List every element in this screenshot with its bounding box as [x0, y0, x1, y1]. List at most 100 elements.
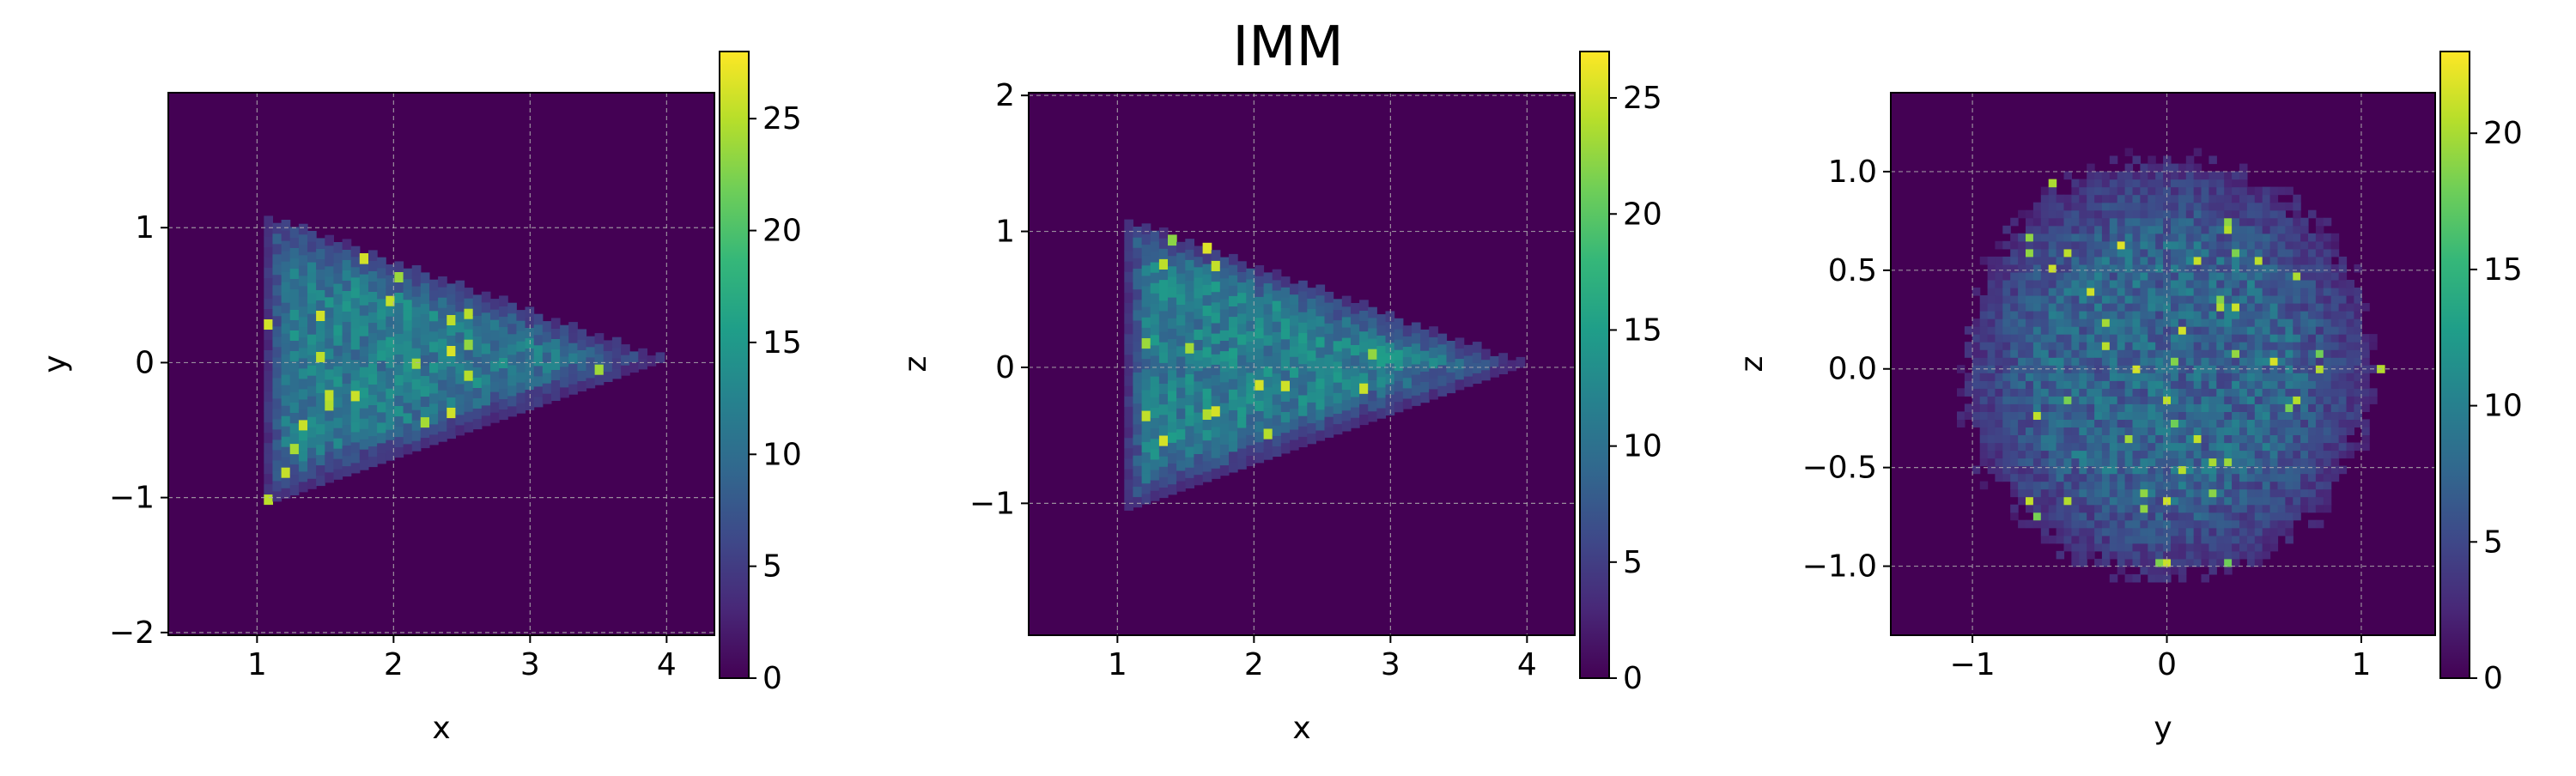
heatmap-bin [1150, 272, 1160, 283]
heatmap-bin [2285, 473, 2293, 482]
heatmap-bin [368, 343, 378, 354]
x-tick-label: −1 [1950, 647, 1996, 682]
heatmap-bin [2246, 240, 2256, 250]
heatmap-bin [2079, 288, 2087, 296]
heatmap-bin [298, 326, 308, 338]
heatmap-bin [1124, 261, 1133, 272]
heatmap-bin [2140, 225, 2148, 234]
heatmap-bin [2032, 411, 2042, 420]
heatmap-bin [1351, 417, 1360, 428]
heatmap-bin [2269, 217, 2279, 227]
heatmap-bin [1150, 490, 1160, 501]
heatmap-bin [2040, 488, 2050, 498]
heatmap-bin [2193, 357, 2202, 366]
heatmap-bin [2224, 396, 2233, 404]
heatmap-bin [2185, 248, 2195, 258]
heatmap-bin [2323, 458, 2332, 467]
heatmap-bin [2063, 488, 2072, 498]
heatmap-bin [2063, 527, 2072, 537]
heatmap-bin [342, 383, 352, 394]
heatmap-bin [1979, 256, 1989, 265]
heatmap-bin [2048, 225, 2057, 234]
heatmap-bin [1307, 288, 1316, 299]
heatmap-bin [2185, 512, 2195, 521]
heatmap-bin [2171, 357, 2179, 366]
heatmap-bin [1124, 239, 1133, 252]
heatmap-bin [2148, 225, 2156, 234]
heatmap-bin [2262, 450, 2271, 459]
heatmap-bin [2101, 357, 2111, 366]
heatmap-bin [2323, 288, 2332, 296]
heatmap-bin [2124, 411, 2134, 420]
heatmap-bin [1168, 452, 1177, 464]
heatmap-bin [2079, 427, 2087, 435]
heatmap-bin [1394, 360, 1404, 371]
heatmap-bin [411, 368, 422, 379]
heatmap-bin [2063, 411, 2072, 420]
heatmap-bin [2178, 311, 2187, 319]
heatmap-bin [2293, 240, 2301, 250]
heatmap-bin [1150, 469, 1160, 481]
heatmap-bin [316, 238, 325, 249]
heatmap-bin [2018, 473, 2026, 482]
heatmap-bin [1307, 371, 1316, 382]
heatmap-bin [2193, 349, 2202, 358]
heatmap-bin [307, 334, 317, 345]
heatmap-bin [2048, 209, 2057, 219]
heatmap-bin [2208, 566, 2217, 575]
heatmap-bin [2338, 256, 2348, 265]
heatmap-bin [490, 412, 500, 423]
heatmap-bin [333, 458, 343, 470]
heatmap-bin [2224, 179, 2233, 188]
heatmap-bin [2193, 550, 2202, 560]
heatmap-bin [2148, 458, 2156, 467]
heatmap-bin [325, 368, 334, 380]
heatmap-bin [2171, 535, 2179, 544]
heatmap-bin [1315, 378, 1326, 390]
heatmap-bin [1272, 321, 1282, 332]
heatmap-bin [1263, 417, 1273, 429]
heatmap-bin [2201, 311, 2209, 319]
heatmap-bin [533, 385, 544, 397]
heatmap-bin [1176, 481, 1186, 492]
heatmap-bin [1964, 388, 1973, 397]
heatmap-bin [2094, 326, 2103, 335]
heatmap-bin [264, 339, 273, 350]
heatmap-bin [1341, 306, 1352, 318]
heatmap-bin [2254, 342, 2263, 350]
heatmap-bin [272, 408, 283, 420]
heatmap-bin [1971, 396, 1981, 404]
heatmap-bin [281, 436, 291, 447]
heatmap-bin [2117, 271, 2126, 281]
heatmap-bin [1481, 349, 1491, 361]
heatmap-bin [2285, 365, 2293, 373]
heatmap-bin [359, 294, 369, 306]
heatmap-bin [1202, 336, 1212, 348]
heatmap-bin [281, 467, 291, 478]
heatmap-bin [1185, 384, 1194, 396]
heatmap-bin [2048, 450, 2057, 459]
heatmap-bin [2224, 365, 2233, 373]
heatmap-bin [2040, 442, 2050, 452]
heatmap-bin [359, 284, 369, 295]
heatmap-bin [2032, 342, 2042, 350]
heatmap-bin [2185, 163, 2195, 173]
heatmap-bin [2094, 427, 2103, 435]
heatmap-bin [2239, 380, 2248, 389]
heatmap-bin [264, 226, 273, 237]
heatmap-bin [2109, 288, 2118, 296]
heatmap-bin [2185, 496, 2195, 506]
heatmap-bin [2262, 403, 2271, 412]
heatmap-bin [1168, 307, 1177, 318]
heatmap-bin [2224, 326, 2233, 335]
heatmap-bin [2117, 558, 2126, 567]
heatmap-bin [2193, 458, 2202, 467]
heatmap-bin [289, 340, 300, 351]
heatmap-bin [2124, 171, 2134, 180]
heatmap-bin [2216, 465, 2225, 475]
heatmap-bin [2277, 342, 2286, 350]
heatmap-bin [2269, 543, 2279, 552]
heatmap-bin [2018, 264, 2026, 273]
heatmap-bin [2330, 280, 2340, 288]
